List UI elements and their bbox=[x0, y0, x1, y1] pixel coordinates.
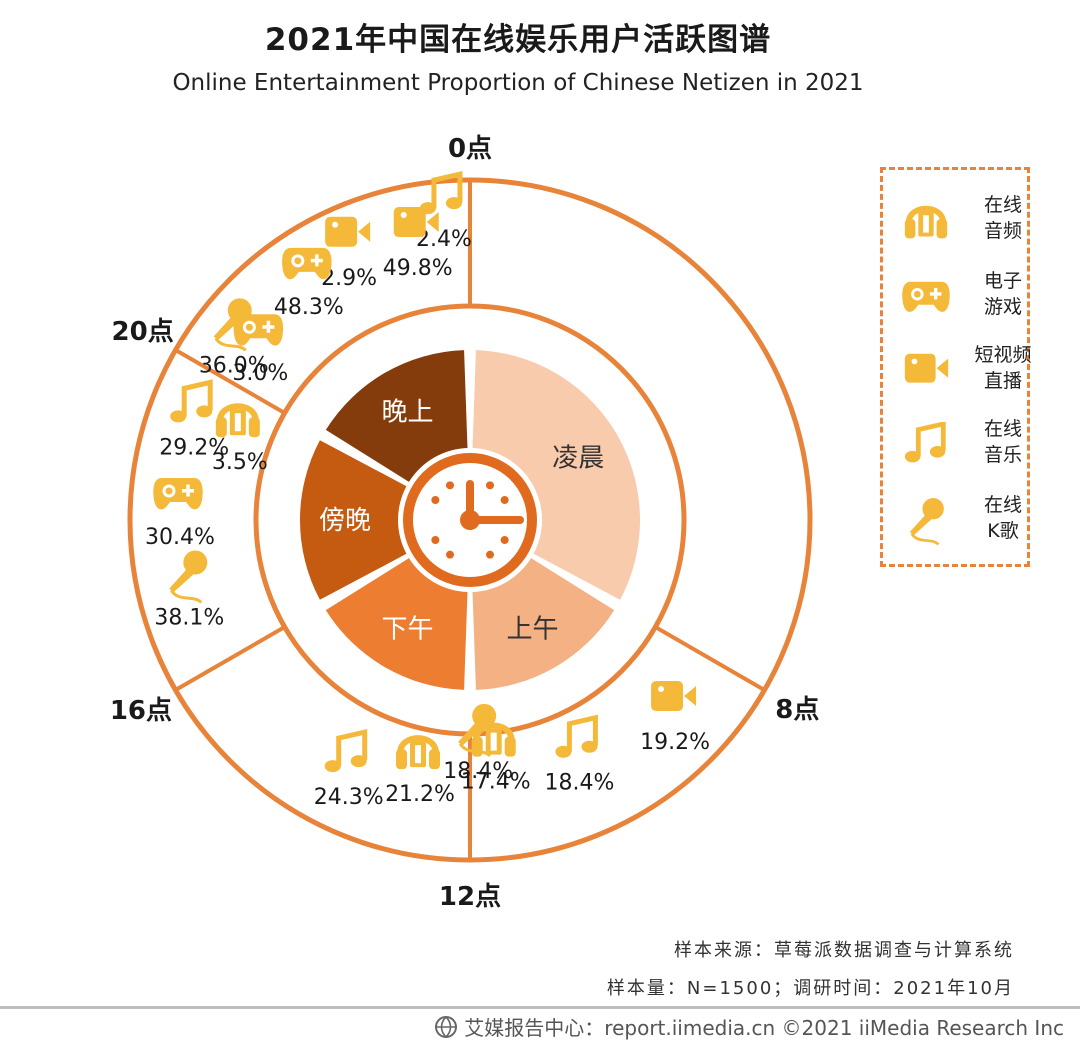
hour-label: 8点 bbox=[775, 694, 819, 725]
activity-value: 29.2% bbox=[159, 435, 229, 460]
brand-text: 艾媒报告中心：report.iimedia.cn ©2021 iiMedia R… bbox=[464, 1016, 1064, 1040]
page-title: 2021年中国在线娱乐用户活跃图谱 bbox=[264, 22, 772, 58]
legend-item-video: 短视频 直播 bbox=[901, 342, 1032, 398]
activity-item: 49.8% bbox=[383, 207, 453, 281]
activity-item: 36.0% bbox=[199, 296, 269, 378]
period-label: 晚上 bbox=[381, 398, 433, 428]
period-label: 上午 bbox=[506, 614, 558, 644]
period-label: 下午 bbox=[381, 614, 433, 644]
activity-item: 24.3% bbox=[314, 732, 384, 810]
activity-value: 24.3% bbox=[314, 785, 384, 810]
headphones-icon bbox=[901, 198, 951, 248]
hour-label: 20点 bbox=[112, 316, 174, 347]
activity-item: 21.2% bbox=[385, 738, 455, 807]
globe-icon bbox=[434, 1015, 458, 1044]
activity-item: 3.5% bbox=[212, 406, 268, 475]
footer-divider bbox=[0, 1006, 1080, 1009]
clock-tick bbox=[486, 481, 494, 490]
activity-value: 30.4% bbox=[145, 525, 215, 550]
legend-label: 电子 游戏 bbox=[983, 270, 1022, 318]
hour-label: 0点 bbox=[448, 133, 492, 164]
activity-value: 19.2% bbox=[640, 730, 710, 755]
activity-value: 17.4% bbox=[461, 770, 531, 795]
clock-tick bbox=[486, 550, 494, 559]
legend-label: 在线 K歌 bbox=[983, 494, 1022, 542]
video-camera-icon bbox=[904, 353, 949, 383]
clock-tick bbox=[431, 496, 440, 504]
period-label: 傍晚 bbox=[319, 506, 371, 536]
activity-value: 18.4% bbox=[443, 759, 513, 784]
activity-value: 3.5% bbox=[212, 450, 268, 475]
legend: 在线 音频 电子 游戏 短视频 直播 在线 音乐 在线 K歌 bbox=[880, 167, 1032, 567]
period-sector bbox=[325, 350, 468, 482]
legend-item-audio: 在线 音频 bbox=[901, 192, 1022, 248]
activity-value: 36.0% bbox=[199, 353, 269, 378]
activity-item: 48.3% bbox=[274, 246, 344, 320]
sector-divider bbox=[174, 625, 286, 692]
sample-note: 样本量：N=1500；调研时间：2021年10月 bbox=[606, 978, 1014, 999]
legend-label: 在线 音频 bbox=[983, 194, 1022, 242]
period-sector bbox=[299, 440, 407, 600]
headphones-icon bbox=[216, 406, 260, 437]
period-sector bbox=[472, 558, 615, 690]
microphone-icon bbox=[908, 498, 946, 546]
brand-footer: 艾媒报告中心：report.iimedia.cn ©2021 iiMedia R… bbox=[434, 1012, 1064, 1044]
clock-tick bbox=[500, 496, 509, 504]
activity-item: 29.2% bbox=[159, 382, 229, 460]
activity-item: 18.4% bbox=[544, 718, 614, 796]
legend-label: 短视频 直播 bbox=[974, 344, 1032, 392]
headphones-icon bbox=[396, 738, 440, 769]
hour-label: 12点 bbox=[439, 881, 501, 912]
period-sector bbox=[325, 558, 468, 690]
activity-item: 18.4% bbox=[443, 702, 513, 784]
clock-tick bbox=[431, 536, 440, 544]
legend-label: 在线 音乐 bbox=[983, 418, 1022, 466]
activity-value: 18.4% bbox=[544, 771, 614, 796]
music-note-icon bbox=[901, 422, 951, 472]
activity-item: 19.2% bbox=[640, 681, 710, 755]
activity-value: 38.1% bbox=[154, 605, 224, 630]
legend-item-game: 电子 游戏 bbox=[901, 268, 1022, 324]
activity-value: 48.3% bbox=[274, 295, 344, 320]
period-sector bbox=[472, 350, 640, 600]
activity-item: 30.4% bbox=[145, 476, 215, 550]
sector-divider bbox=[174, 348, 286, 415]
clock-tick bbox=[446, 481, 454, 490]
clock-center bbox=[460, 510, 480, 530]
clock-tick bbox=[446, 550, 454, 559]
activity-value: 21.2% bbox=[385, 782, 455, 807]
legend-item-music: 在线 音乐 bbox=[901, 416, 1022, 472]
activity-item: 3.0% bbox=[232, 312, 288, 386]
hour-label: 16点 bbox=[110, 695, 172, 726]
clock-tick bbox=[500, 536, 509, 544]
gamepad-icon bbox=[901, 280, 951, 314]
activity-value: 3.0% bbox=[232, 361, 288, 386]
source-note: 样本来源：草莓派数据调查与计算系统 bbox=[674, 940, 1014, 961]
sector-divider bbox=[654, 625, 766, 692]
period-label: 凌晨 bbox=[552, 444, 604, 474]
activity-item: 38.1% bbox=[154, 548, 224, 630]
activity-item: 17.4% bbox=[461, 726, 531, 795]
page-subtitle: Online Entertainment Proportion of Chine… bbox=[172, 70, 864, 96]
activity-value: 49.8% bbox=[383, 256, 453, 281]
legend-item-karaoke: 在线 K歌 bbox=[901, 492, 1022, 548]
